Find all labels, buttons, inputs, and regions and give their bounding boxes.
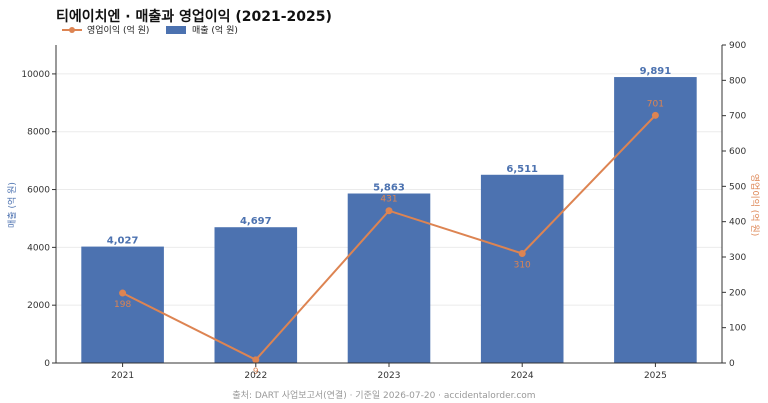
bar-value-label: 4,697: [240, 216, 272, 227]
bar-revenue-2025: [614, 77, 697, 363]
y-axis-right-label: 영업이익 (억 원): [749, 174, 761, 236]
y2-tick-label: 400: [729, 218, 746, 228]
y2-tick-label: 100: [729, 324, 746, 334]
bar-revenue-2022: [214, 227, 298, 363]
bars: [81, 77, 697, 363]
legend-item-revenue: 매출 (억 원): [166, 24, 238, 36]
legend-bar-swatch: [166, 26, 186, 34]
line-value-label: 9: [253, 367, 259, 377]
y-tick-label: 10000: [21, 70, 50, 80]
y-tick-label: 8000: [27, 128, 50, 138]
bar-value-label: 4,027: [107, 236, 139, 247]
bar-revenue-2023: [347, 193, 431, 363]
y-tick-label: 6000: [27, 186, 50, 196]
point-operating-profit-2024: [518, 249, 526, 257]
y2-tick-label: 800: [729, 76, 746, 86]
y-tick-label: 4000: [27, 243, 50, 253]
line-series: 198 9 431 310 701: [114, 99, 664, 377]
y2-tick-label: 900: [729, 41, 746, 51]
x-tick-label: 2022: [244, 371, 267, 381]
y-tick-label: 0: [44, 359, 50, 369]
line-value-label: 701: [647, 99, 664, 109]
line-value-label: 310: [514, 260, 531, 270]
y2-tick-label: 0: [729, 359, 735, 369]
bar-revenue-2021: [81, 246, 164, 363]
y2-tick-label: 500: [729, 182, 746, 192]
point-operating-profit-2023: [385, 207, 393, 215]
x-axis-ticks: 2021 2022 2023 2024 2025: [111, 363, 667, 381]
legend-label-operating-profit: 영업이익 (억 원): [87, 24, 149, 36]
bar-labels: 4,027 4,697 5,863 6,511 9,891: [107, 66, 671, 247]
legend: 영업이익 (억 원) 매출 (억 원): [62, 24, 238, 36]
y-axis-right-ticks: 0 100 200 300 400 500 600 700 800 900: [722, 41, 746, 369]
y2-tick-label: 300: [729, 253, 746, 263]
chart-title: 티에이치엔 · 매출과 영업이익 (2021-2025): [56, 8, 332, 25]
y2-tick-label: 700: [729, 112, 746, 122]
y2-tick-label: 600: [729, 147, 746, 157]
x-tick-label: 2024: [511, 371, 534, 381]
y2-tick-label: 200: [729, 288, 746, 298]
legend-label-revenue: 매출 (억 원): [192, 24, 238, 36]
source-footer: 출처: DART 사업보고서(연결) · 기준일 2026-07-20 · ac…: [232, 389, 535, 401]
y-axis-left-ticks: 0 2000 4000 6000 8000 10000: [21, 70, 56, 369]
x-tick-label: 2021: [111, 371, 134, 381]
point-operating-profit-2025: [651, 111, 659, 119]
legend-line-marker: [69, 27, 75, 33]
line-value-label: 198: [114, 300, 131, 310]
bar-value-label: 9,891: [640, 66, 672, 77]
bar-value-label: 6,511: [506, 164, 538, 175]
x-tick-label: 2023: [378, 371, 401, 381]
y-axis-left-label: 매출 (억 원): [6, 182, 18, 228]
bar-revenue-2024: [480, 174, 564, 363]
y-tick-label: 2000: [27, 301, 50, 311]
line-value-label: 431: [380, 195, 397, 205]
x-tick-label: 2025: [644, 371, 667, 381]
point-operating-profit-2022: [252, 356, 260, 364]
bar-value-label: 5,863: [373, 183, 405, 194]
point-operating-profit-2021: [119, 289, 127, 297]
legend-item-operating-profit: 영업이익 (억 원): [62, 24, 149, 36]
